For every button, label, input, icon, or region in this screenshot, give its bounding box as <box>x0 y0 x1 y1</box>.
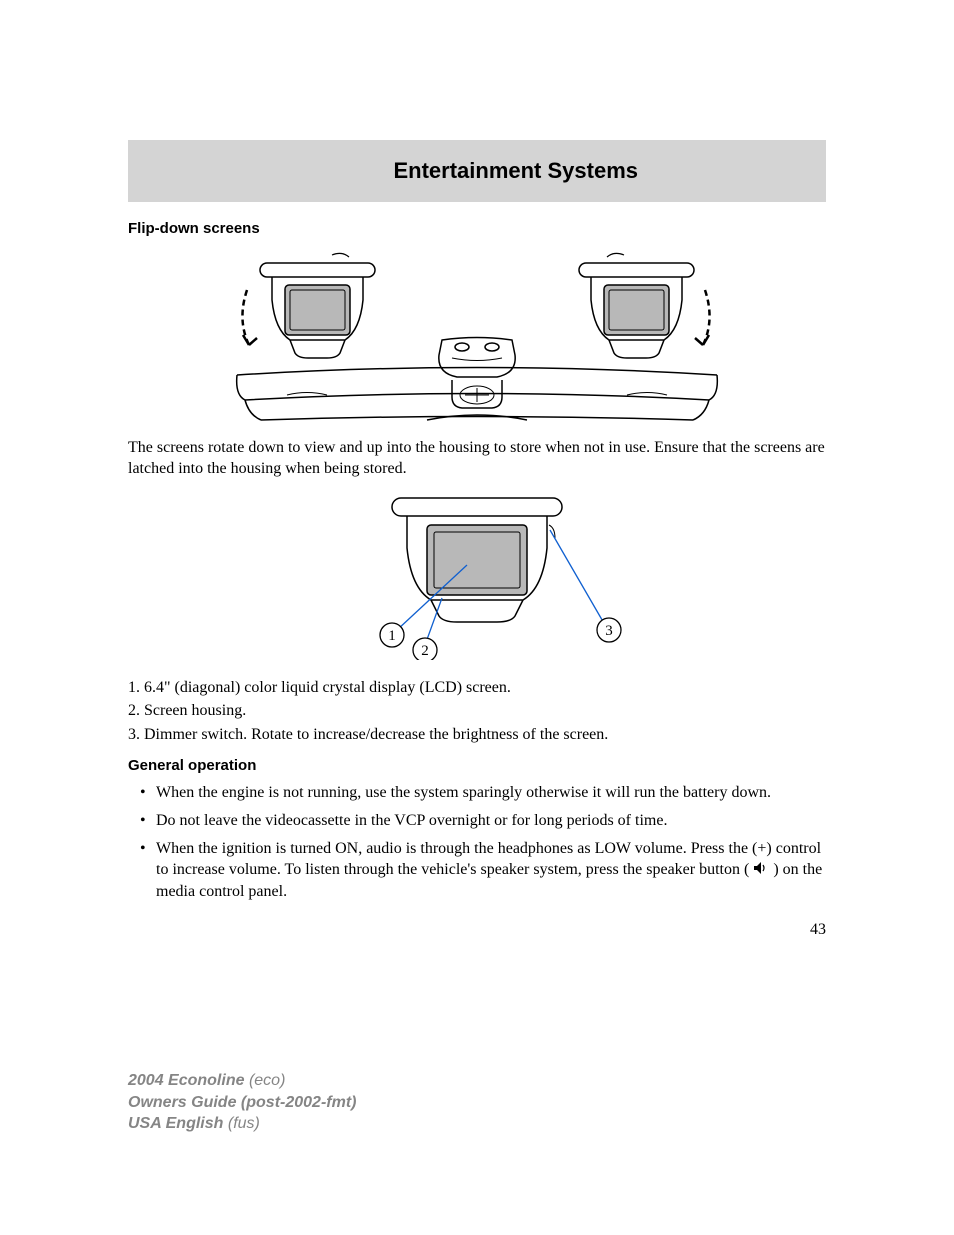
footer-1-plain: (eco) <box>249 1072 285 1089</box>
general-operation-list: When the engine is not running, use the … <box>128 782 826 903</box>
diagram-flipdown-overview <box>128 245 826 426</box>
flipdown-overview-svg <box>227 245 727 421</box>
footer-line-1: 2004 Econoline (eco) <box>128 1070 356 1092</box>
callout-3-label: 3 <box>605 623 613 639</box>
footer-line-2: Owners Guide (post-2002-fmt) <box>128 1092 356 1114</box>
callout-item-2: 2. Screen housing. <box>128 700 826 722</box>
callout-1-label: 1 <box>388 628 396 644</box>
screen-callouts-svg: 1 2 3 <box>297 490 657 660</box>
footer-2-bold: Owners Guide (post-2002-fmt) <box>128 1094 356 1111</box>
bullet-item-3: When the ignition is turned ON, audio is… <box>128 838 826 903</box>
bullet-item-1: When the engine is not running, use the … <box>128 782 826 804</box>
speaker-icon <box>753 860 769 882</box>
diagram-screen-callouts: 1 2 3 <box>128 490 826 665</box>
page-number: 43 <box>128 921 826 939</box>
callout-2-label: 2 <box>421 643 429 659</box>
callout-list: 1. 6.4" (diagonal) color liquid crystal … <box>128 677 826 746</box>
footer-3-plain: (fus) <box>228 1115 260 1132</box>
footer-3-bold: USA English <box>128 1115 228 1132</box>
footer-line-3: USA English (fus) <box>128 1113 356 1135</box>
flipdown-description: The screens rotate down to view and up i… <box>128 438 826 480</box>
footer: 2004 Econoline (eco) Owners Guide (post-… <box>128 1070 356 1135</box>
bullet-item-2: Do not leave the videocassette in the VC… <box>128 810 826 832</box>
callout-item-3: 3. Dimmer switch. Rotate to increase/dec… <box>128 724 826 746</box>
header-band: Entertainment Systems <box>128 140 826 202</box>
document-page: Entertainment Systems Flip-down screens <box>0 0 954 939</box>
bullet3-text-a: When the ignition is turned ON, audio is… <box>156 840 821 879</box>
section-heading-general: General operation <box>128 757 826 774</box>
callout-item-1: 1. 6.4" (diagonal) color liquid crystal … <box>128 677 826 699</box>
footer-1-bold: 2004 Econoline <box>128 1072 249 1089</box>
page-title: Entertainment Systems <box>393 158 638 184</box>
section-heading-flipdown: Flip-down screens <box>128 220 826 237</box>
